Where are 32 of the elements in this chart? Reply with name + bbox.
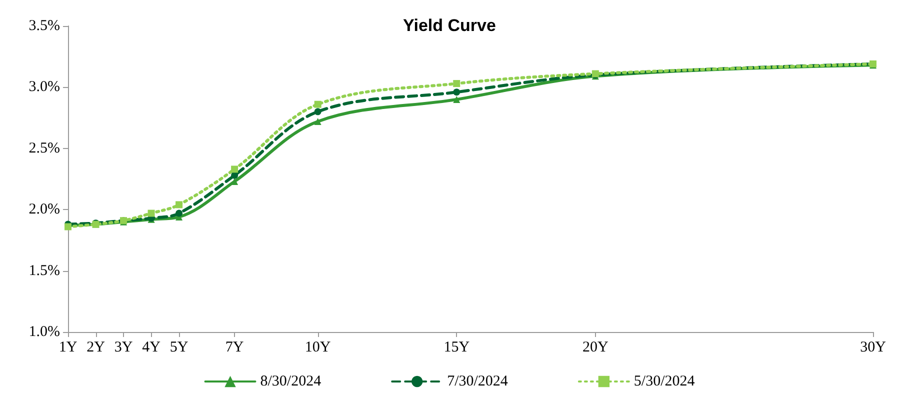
- x-tick-label: 7Y: [225, 340, 244, 356]
- point: [148, 210, 155, 217]
- x-tick-label: 1Y: [58, 340, 78, 356]
- point: [231, 166, 238, 173]
- point: [453, 96, 460, 103]
- y-tick-label: 3.5%: [28, 18, 60, 34]
- x-tick-label: 2Y: [86, 340, 106, 356]
- x-tick-label: 5Y: [170, 340, 188, 356]
- point: [176, 210, 183, 217]
- point: [314, 108, 322, 116]
- x-tick-label: 20Y: [582, 340, 608, 356]
- x-tick-label: 15Y: [444, 340, 470, 356]
- y-tick-label: 1.5%: [28, 262, 60, 279]
- x-tick-label: 10Y: [304, 340, 331, 356]
- chart-title: Yield Curve: [403, 16, 496, 35]
- point: [231, 178, 238, 185]
- y-tick-label: 1.0%: [28, 324, 60, 340]
- point: [453, 80, 460, 88]
- point: [314, 118, 322, 125]
- legend-label: 5/30/2024: [634, 374, 696, 390]
- x-tick-label: 3Y: [114, 340, 133, 356]
- y-tick-label: 2.0%: [28, 202, 60, 218]
- y-tick-label: 2.5%: [28, 140, 60, 156]
- x-tick-label: 30Y: [860, 340, 886, 356]
- legend-label: 7/30/2024: [447, 374, 508, 390]
- point: [176, 201, 183, 208]
- y-tick-label: 3.0%: [28, 79, 60, 96]
- x-tick-label: 4Y: [142, 340, 161, 356]
- point: [231, 172, 238, 179]
- point: [314, 100, 322, 108]
- legend-label: 8/30/2024: [260, 374, 322, 390]
- point: [453, 88, 460, 96]
